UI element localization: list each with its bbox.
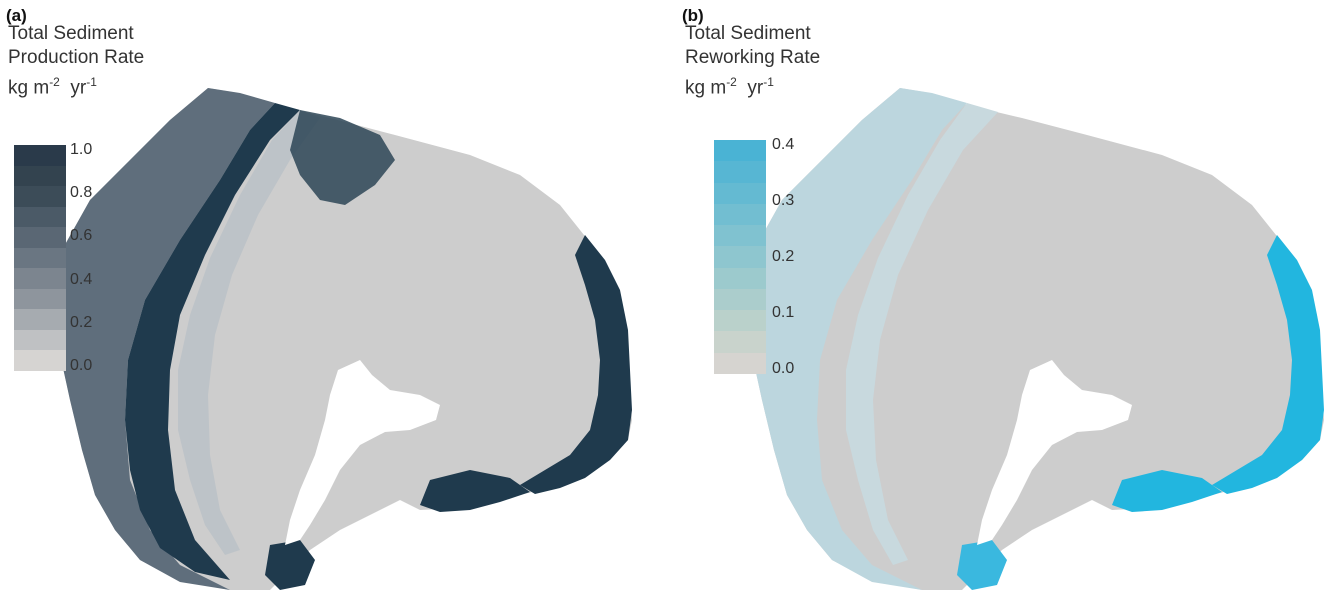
east-fringe-b	[1212, 235, 1324, 494]
inner-band-b	[846, 103, 998, 565]
south-fringe-a	[420, 470, 530, 512]
panel-production: (a) Total Sediment Production Rate kg m-…	[0, 0, 668, 598]
ramp-band	[14, 165, 66, 187]
tick-label: 0.2	[772, 248, 795, 265]
panel-reworking: (b) Total Sediment Reworking Rate kg m-2…	[668, 0, 1337, 598]
ramp-band	[714, 288, 766, 311]
tick-label: 0.6	[70, 227, 93, 245]
legend-unit-b: kg m-2 yr-1	[685, 75, 774, 99]
tick-label: 0.0	[70, 357, 93, 374]
legend-unit-a: kg m-2 yr-1	[8, 75, 97, 99]
panel-label-a: (a)	[6, 6, 27, 25]
tick-label: 0.8	[70, 184, 93, 202]
ramp-band	[714, 140, 766, 162]
legend-title-line2-a: Production Rate	[8, 47, 145, 68]
legend-title-b: Total Sediment Reworking Rate kg m-2 yr-…	[685, 22, 820, 100]
southwest-fringe-a	[265, 540, 315, 590]
ramp-band	[14, 145, 66, 166]
legend-title-line1-a: Total Sediment	[8, 23, 134, 44]
ramp-band	[14, 350, 66, 371]
ramp-band	[14, 329, 66, 351]
tick-label: 0.1	[772, 304, 795, 321]
ramp-band	[714, 310, 766, 332]
tick-label: 0.4	[772, 136, 795, 153]
ramp-band	[14, 227, 66, 248]
ramp-band	[14, 268, 66, 289]
south-fringe-b	[1112, 470, 1222, 512]
tick-label: 0.4	[70, 270, 93, 288]
outer-band-b	[742, 88, 967, 590]
ramp-band	[14, 309, 66, 330]
tick-label: 0.0	[772, 360, 795, 377]
high-production-band-a	[125, 103, 300, 580]
reworking-rate-map	[742, 88, 1324, 590]
tick-label: 0.3	[772, 192, 795, 209]
legend-title-a: Total Sediment Production Rate kg m-2 yr…	[8, 22, 144, 100]
mid-band-a	[178, 110, 320, 555]
production-rate-map	[50, 88, 632, 590]
ramp-band	[14, 247, 66, 269]
ramp-band	[14, 288, 66, 310]
legend-title-line1-b: Total Sediment	[685, 23, 811, 44]
tick-label: 0.2	[70, 313, 93, 331]
lagoon-b	[977, 360, 1132, 545]
ramp-band	[714, 246, 766, 268]
ramp-band	[714, 267, 766, 289]
panel-label-b: (b)	[682, 6, 704, 25]
lagoon-a	[285, 360, 440, 545]
tick-label: 1.0	[70, 141, 93, 158]
ramp-band	[714, 161, 766, 183]
ramp-band	[714, 182, 766, 204]
outer-band-a	[50, 88, 275, 590]
ramp-band	[14, 206, 66, 228]
top-patches-a	[290, 110, 395, 205]
ramp-band	[714, 203, 766, 226]
east-fringe-a	[520, 235, 632, 494]
color-ramp-b	[714, 140, 766, 374]
ramp-band	[714, 352, 766, 374]
legend-title-line2-b: Reworking Rate	[685, 47, 821, 68]
color-ramp-a	[14, 145, 66, 371]
ramp-band	[14, 186, 66, 207]
ramp-band	[714, 225, 766, 247]
ramp-band	[714, 331, 766, 353]
southwest-fringe-b	[957, 540, 1007, 590]
